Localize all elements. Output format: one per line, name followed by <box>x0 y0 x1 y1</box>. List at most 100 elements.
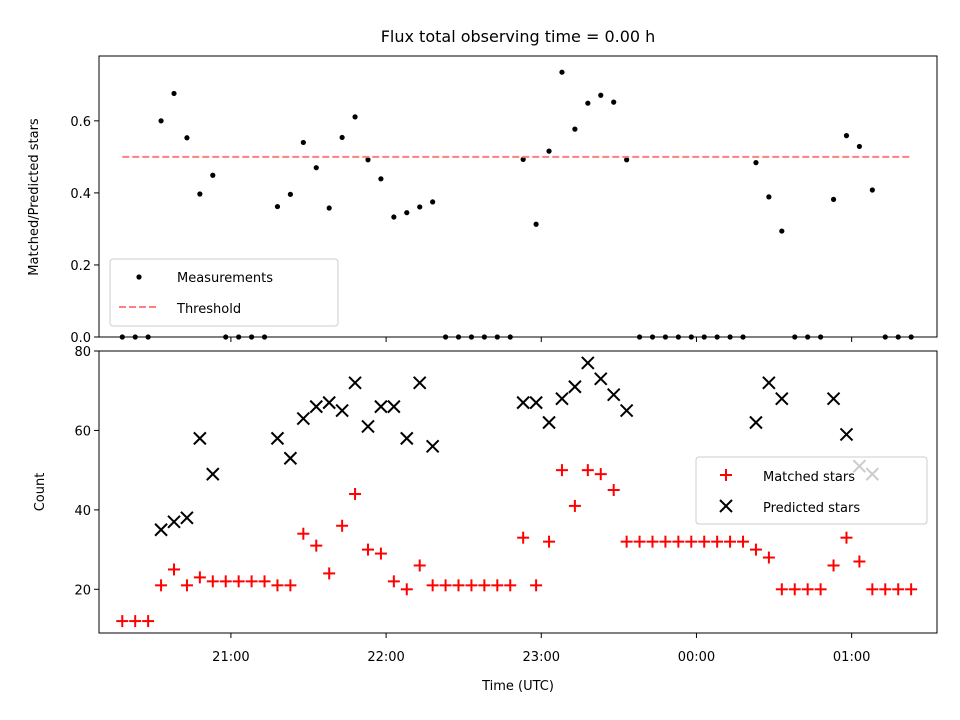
matched-stars-point <box>323 567 336 580</box>
predicted-stars-point <box>619 403 634 418</box>
matched-stars-point <box>814 583 827 596</box>
matched-stars-point <box>633 535 646 548</box>
ratio-axes-frame <box>98 55 938 338</box>
y-tick-label: 20 <box>74 583 91 598</box>
predicted-stars-point <box>413 376 427 390</box>
predicted-stars-point <box>826 391 841 406</box>
measurement-point <box>598 92 604 98</box>
measurement-point <box>391 214 397 220</box>
predicted-stars-point <box>309 399 323 414</box>
matched-stars-point <box>543 535 556 548</box>
legend-predicted-marker <box>719 499 733 513</box>
matched-stars-point <box>219 575 232 588</box>
measurement-point <box>184 135 190 141</box>
x-tick-label: 00:00 <box>678 650 715 665</box>
matched-stars-point <box>284 579 297 592</box>
matched-stars-point <box>698 535 711 548</box>
matched-stars-point <box>206 575 219 588</box>
count-legend: Matched stars Predicted stars <box>695 456 928 525</box>
matched-stars-point <box>724 535 737 548</box>
measurement-point <box>766 194 772 200</box>
matched-stars-point <box>762 551 775 564</box>
matched-stars-point <box>374 547 387 560</box>
matched-stars-point <box>491 579 504 592</box>
measurement-point <box>378 176 384 182</box>
measurement-point <box>843 133 850 139</box>
matched-stars-point <box>905 583 918 596</box>
measurement-point <box>585 100 591 106</box>
predicted-stars-point <box>555 391 569 406</box>
predicted-stars-point <box>400 431 414 446</box>
measurement-point <box>300 139 306 146</box>
predicted-stars-point <box>348 376 362 390</box>
measurement-point <box>430 199 436 205</box>
matched-stars-point <box>387 575 400 588</box>
matched-stars-point <box>426 579 439 592</box>
matched-stars-point <box>168 563 181 576</box>
measurement-point <box>611 99 617 105</box>
legend-threshold-label: Threshold <box>176 302 241 317</box>
measurement-point <box>869 187 875 193</box>
predicted-stars-point <box>374 399 388 414</box>
matched-stars-point <box>504 579 517 592</box>
matched-stars-point <box>413 559 426 572</box>
matched-stars-point <box>879 583 892 596</box>
matched-stars-point <box>620 535 633 548</box>
measurement-point <box>830 196 837 202</box>
matched-stars-point <box>749 543 762 556</box>
count-legend-box <box>695 456 928 525</box>
matched-stars-point <box>439 579 452 592</box>
x-axis-label: Time (UTC) <box>481 679 554 694</box>
matched-stars-point <box>478 579 491 592</box>
matched-stars-point <box>737 535 750 548</box>
matched-stars-point <box>646 535 659 548</box>
legend-predicted-label: Predicted stars <box>763 501 860 516</box>
matched-stars-point <box>297 527 310 540</box>
legend-measurements-marker <box>136 274 142 280</box>
legend-matched-label: Matched stars <box>763 470 855 485</box>
matched-stars-point <box>232 575 245 588</box>
matched-stars-point <box>517 531 530 544</box>
predicted-stars-point <box>180 511 194 525</box>
measurement-point <box>352 114 358 120</box>
matched-stars-point <box>349 487 362 500</box>
measurement-point <box>417 204 423 210</box>
predicted-stars-point <box>206 467 220 481</box>
predicted-stars-point <box>283 451 298 465</box>
predicted-stars-point <box>529 395 543 410</box>
matched-stars-point <box>607 484 620 497</box>
matched-stars-point <box>271 579 284 592</box>
matched-stars-point <box>672 535 685 548</box>
measurement-point <box>339 134 345 141</box>
matched-stars-point <box>193 571 206 584</box>
ratio-axis-ticks: 0.0 0.2 0.4 0.6 <box>70 115 853 346</box>
measurement-point <box>313 165 319 171</box>
measurement-point <box>559 69 565 75</box>
matched-stars-point <box>361 543 374 556</box>
legend-matched-marker <box>720 469 732 481</box>
ratio-panel: Flux total observing time = 0.00 h 0.0 0.… <box>27 27 938 346</box>
y-tick-label: 0.6 <box>70 115 91 130</box>
measurement-point <box>546 148 552 154</box>
y-tick-label: 0.0 <box>70 331 91 346</box>
ratio-legend: Measurements Threshold <box>109 258 339 327</box>
count-axes-frame <box>98 350 938 634</box>
legend-measurements-label: Measurements <box>177 271 273 286</box>
chart-title: Flux total observing time = 0.00 h <box>381 27 656 46</box>
matched-stars-point <box>452 579 465 592</box>
predicted-stars-point <box>296 411 311 426</box>
predicted-stars-point <box>361 419 375 434</box>
matched-stars-point <box>465 579 478 592</box>
predicted-stars-point <box>581 356 595 370</box>
y-tick-label: 80 <box>74 345 91 360</box>
measurement-point <box>779 228 785 234</box>
predicted-stars-point <box>335 403 349 418</box>
matched-stars-point <box>788 583 801 596</box>
matched-stars-point <box>853 555 866 568</box>
matched-stars-point <box>180 579 193 592</box>
count-axis-ticks: 20 40 60 80 21:00 22:00 23:00 00:00 01:00 <box>74 345 870 665</box>
matched-stars-point <box>142 615 155 628</box>
y-tick-label: 0.2 <box>70 259 91 274</box>
measurement-point <box>274 203 281 210</box>
